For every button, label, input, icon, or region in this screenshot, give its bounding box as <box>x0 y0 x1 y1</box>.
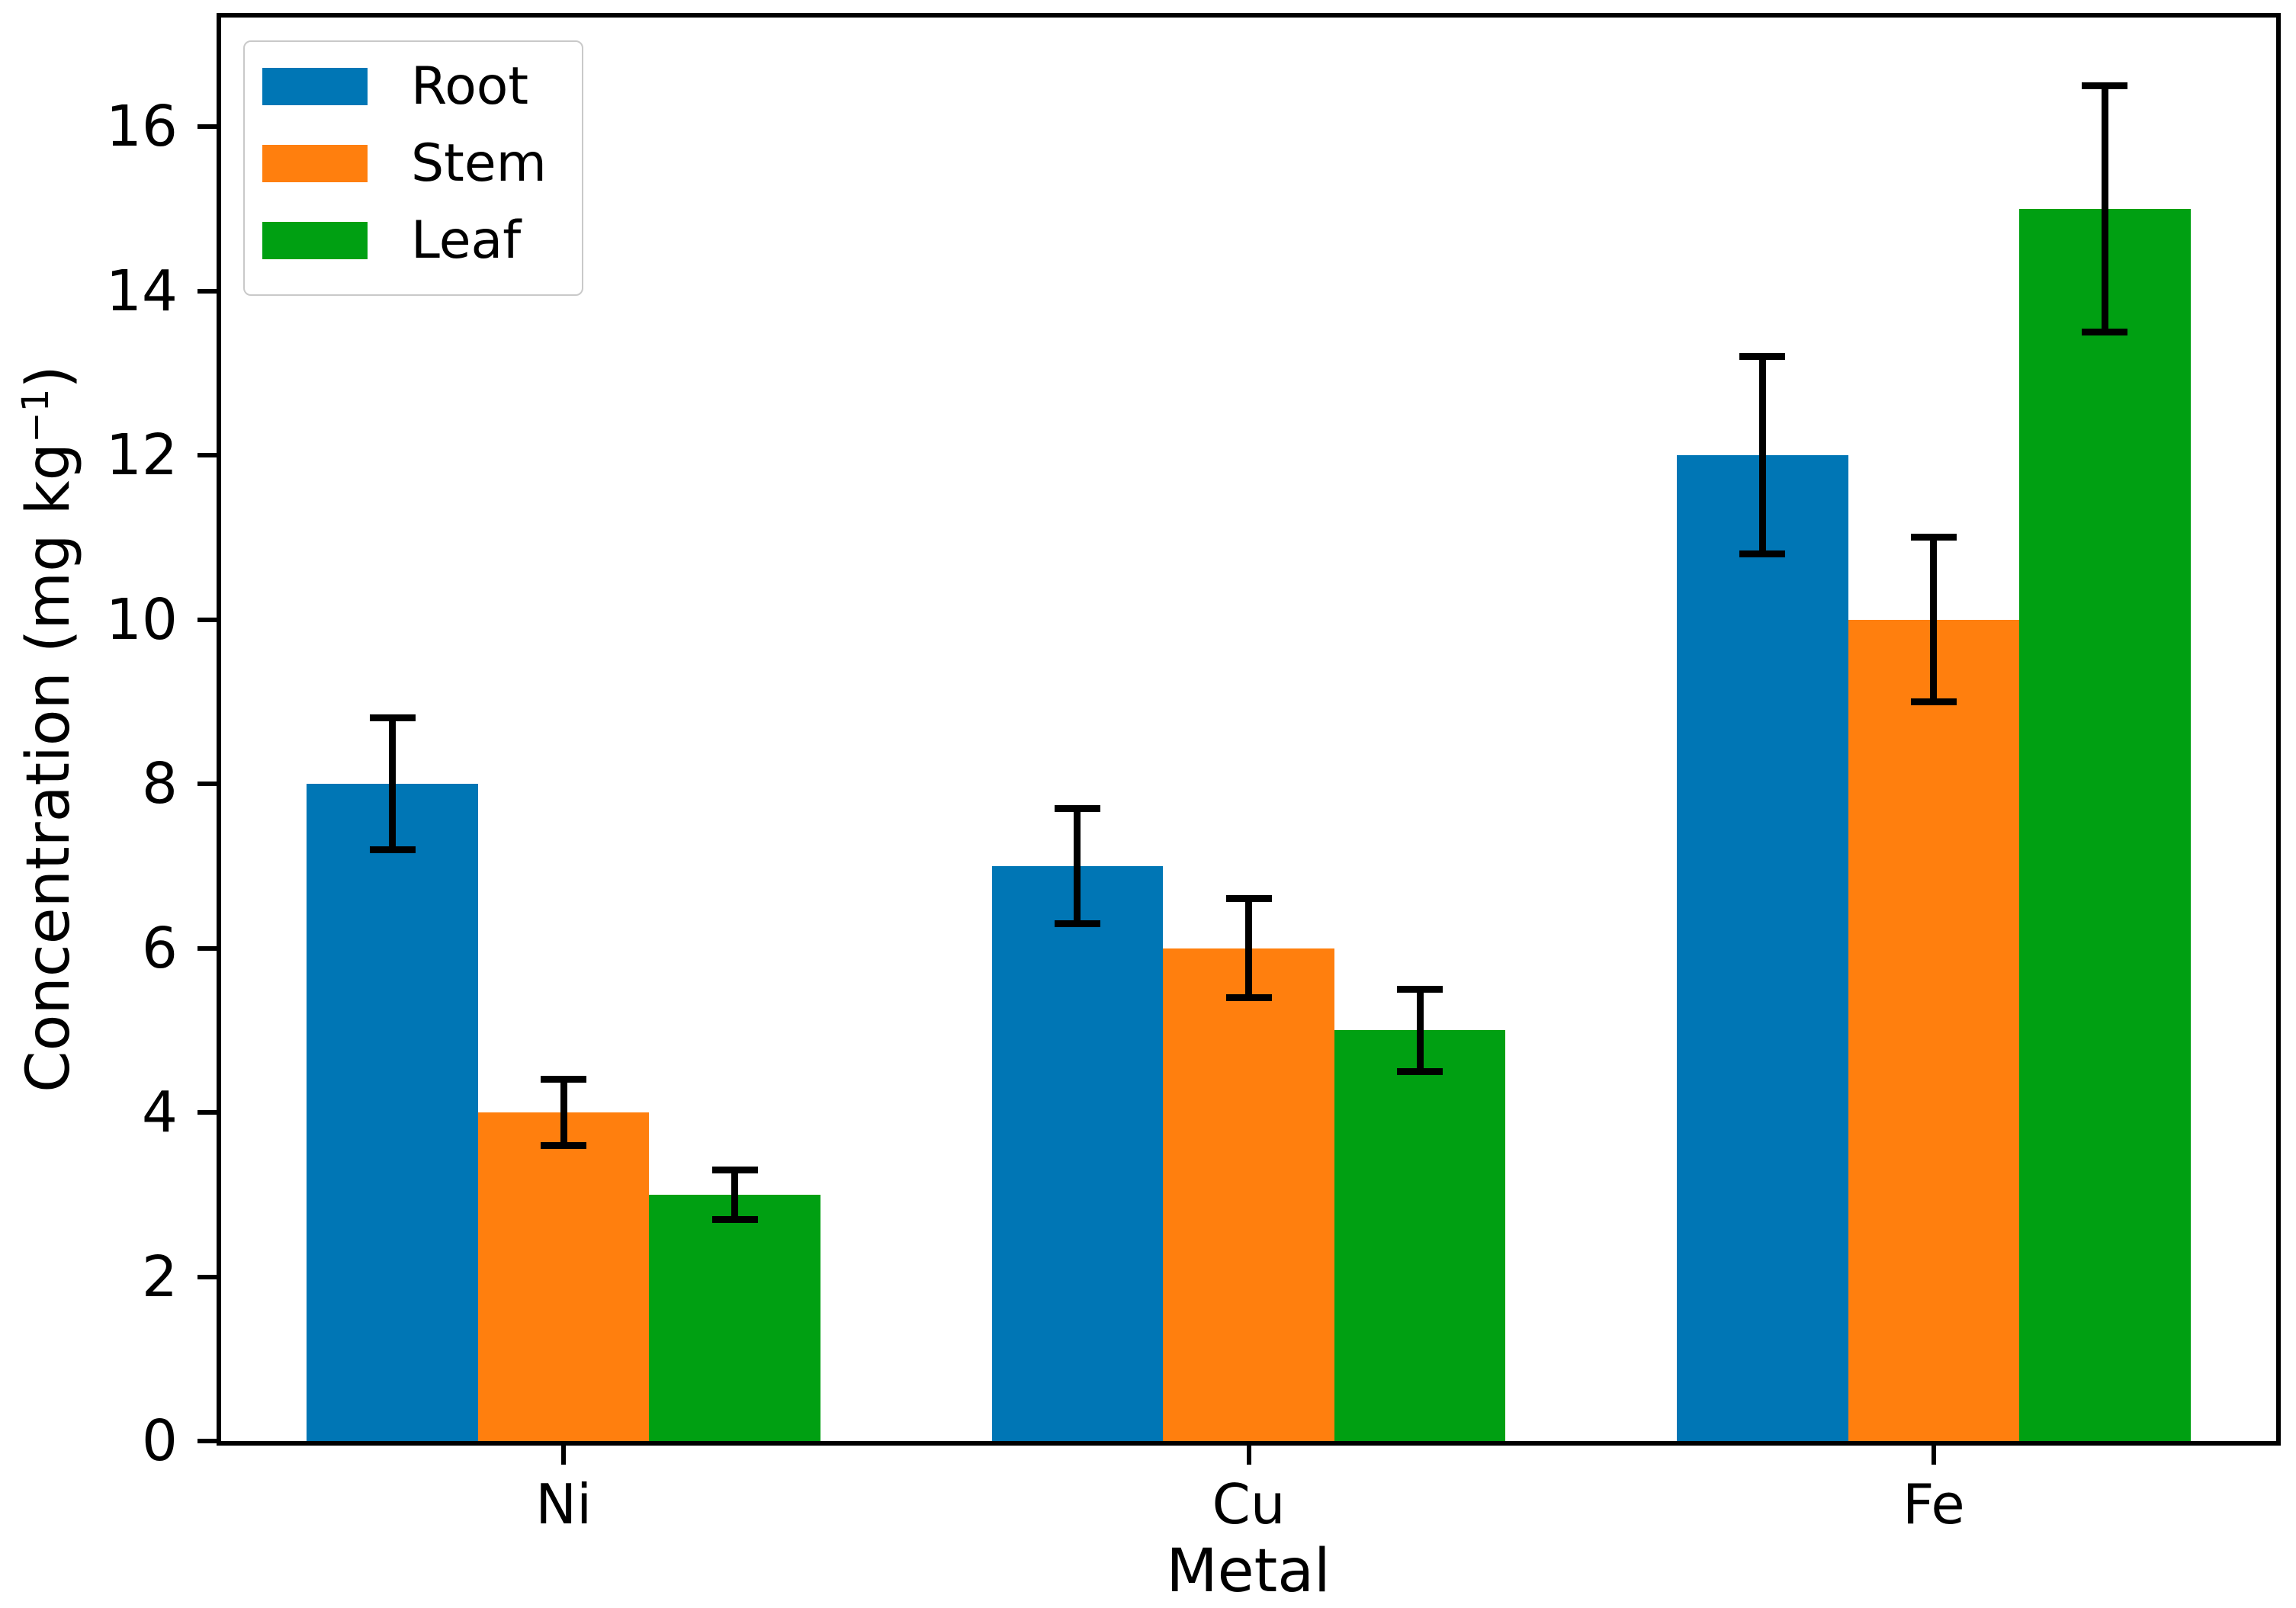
errorbar-cap-bottom-fe-stem <box>1910 698 1957 705</box>
y-tick-label-10: 10 <box>105 586 178 653</box>
legend-swatch-root <box>262 68 368 105</box>
y-tick-6 <box>197 945 217 951</box>
bar-ni-root <box>307 784 478 1441</box>
y-tick-label-8: 8 <box>141 751 178 817</box>
errorbar-cu-leaf <box>1416 989 1424 1072</box>
errorbar-ni-root <box>389 717 397 850</box>
errorbar-cap-top-fe-root <box>1739 353 1786 361</box>
errorbar-cu-root <box>1074 808 1081 924</box>
errorbar-cap-bottom-cu-stem <box>1225 993 1272 1001</box>
errorbar-cap-top-ni-root <box>369 714 416 722</box>
bar-cu-stem <box>1163 948 1334 1441</box>
legend-label-root: Root <box>411 56 529 117</box>
x-tick-cu <box>1246 1446 1251 1465</box>
bar-fe-root <box>1676 455 1848 1441</box>
x-tick-label-cu: Cu <box>1212 1472 1286 1536</box>
y-tick-0 <box>197 1439 217 1443</box>
plot-area: Root Stem Leaf <box>197 13 2281 1465</box>
x-tick-fe <box>1931 1446 1936 1465</box>
legend-item-leaf: Leaf <box>262 202 582 279</box>
bar-cu-root <box>991 865 1164 1441</box>
y-tick-10 <box>197 617 217 622</box>
errorbar-cap-top-ni-leaf <box>711 1166 758 1173</box>
legend: Root Stem Leaf <box>243 40 583 296</box>
y-tick-16 <box>197 124 217 130</box>
y-axis-label-end: ) <box>14 365 83 389</box>
legend-swatch-leaf <box>262 222 368 259</box>
bar-fe-stem <box>1848 619 2020 1441</box>
errorbar-fe-leaf <box>2101 85 2108 332</box>
legend-swatch-stem <box>262 145 368 182</box>
errorbar-cu-stem <box>1245 898 1252 998</box>
errorbar-cap-bottom-ni-root <box>369 846 416 853</box>
y-tick-8 <box>197 782 217 787</box>
errorbar-cap-bottom-ni-stem <box>541 1141 587 1149</box>
errorbar-cap-bottom-fe-root <box>1739 550 1786 557</box>
errorbar-fe-stem <box>1930 537 1938 702</box>
errorbar-ni-stem <box>560 1080 567 1146</box>
y-tick-label-16: 16 <box>105 94 178 160</box>
y-tick-label-14: 14 <box>105 258 178 324</box>
errorbar-cap-top-cu-stem <box>1225 895 1272 903</box>
y-tick-4 <box>197 1110 217 1115</box>
legend-label-stem: Stem <box>411 133 547 194</box>
x-axis-label: Metal <box>1166 1537 1331 1606</box>
errorbar-fe-root <box>1758 356 1766 554</box>
errorbar-cap-top-fe-leaf <box>2082 82 2128 89</box>
y-tick-label-6: 6 <box>141 915 178 981</box>
y-tick-14 <box>197 288 217 294</box>
errorbar-cap-top-fe-stem <box>1910 534 1957 541</box>
errorbar-cap-bottom-cu-leaf <box>1397 1067 1443 1075</box>
bar-fe-leaf <box>2019 209 2191 1441</box>
y-tick-2 <box>197 1274 217 1279</box>
errorbar-cap-bottom-fe-leaf <box>2082 329 2128 336</box>
y-tick-label-12: 12 <box>105 422 178 489</box>
bar-cu-leaf <box>1334 1030 1506 1441</box>
errorbar-cap-top-cu-root <box>1054 804 1100 812</box>
errorbar-cap-top-ni-stem <box>541 1076 587 1083</box>
bar-ni-leaf <box>649 1194 821 1441</box>
y-tick-label-4: 4 <box>141 1080 178 1146</box>
legend-item-root: Root <box>262 48 582 125</box>
x-tick-label-fe: Fe <box>1902 1472 1965 1536</box>
bar-ni-stem <box>477 1112 650 1441</box>
errorbar-ni-leaf <box>731 1170 739 1220</box>
errorbar-cap-bottom-cu-root <box>1054 920 1100 927</box>
x-tick-ni <box>561 1446 567 1465</box>
errorbar-cap-bottom-ni-leaf <box>711 1215 758 1223</box>
errorbar-cap-top-cu-leaf <box>1397 985 1443 993</box>
legend-label-leaf: Leaf <box>411 210 522 271</box>
x-tick-label-ni: Ni <box>535 1472 592 1536</box>
y-tick-label-0: 0 <box>141 1408 178 1474</box>
y-tick-label-2: 2 <box>141 1244 178 1310</box>
legend-item-stem: Stem <box>262 125 582 202</box>
y-tick-12 <box>197 453 217 458</box>
